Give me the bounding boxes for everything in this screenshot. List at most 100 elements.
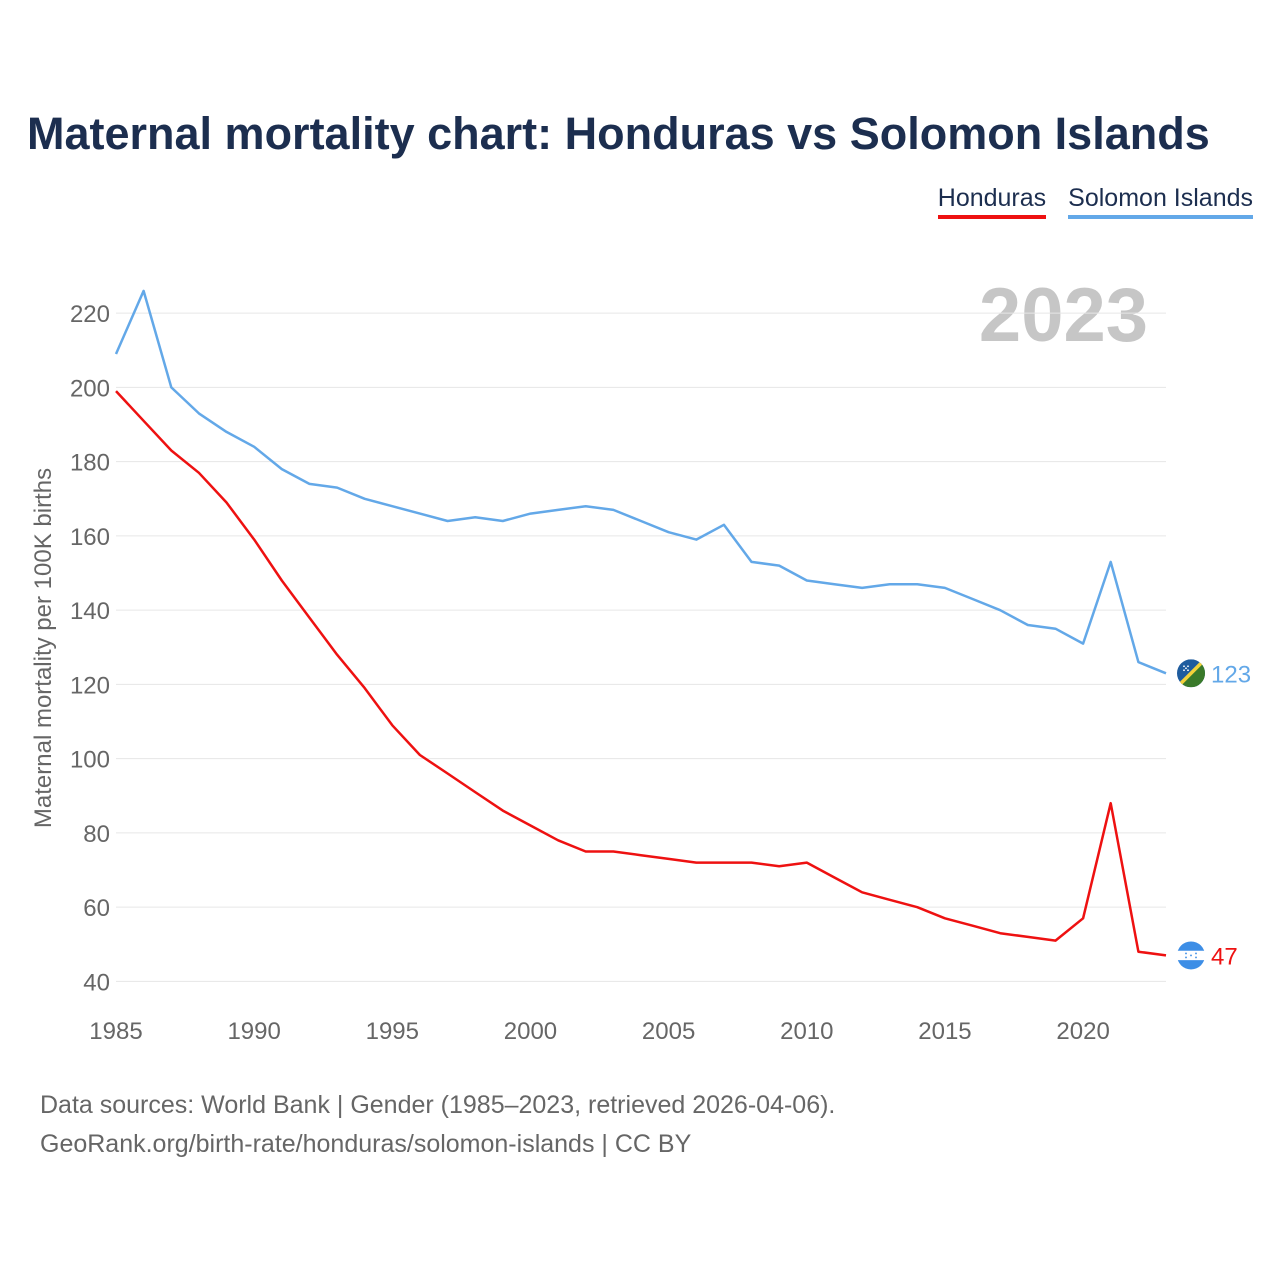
data-point-honduras [806,862,807,863]
data-point-solomon-islands [585,506,586,507]
data-point-solomon-islands [668,532,669,533]
data-point-honduras [585,851,586,852]
honduras-flag-icon[interactable] [1177,941,1205,970]
x-tick-label: 1995 [366,1018,419,1045]
flag-star [1195,956,1197,959]
flag-star [1185,952,1187,955]
end-value-label-solomon-islands: 123 [1211,661,1251,688]
data-point-honduras [1165,955,1166,956]
data-point-honduras [502,810,503,811]
flag-star [1187,665,1189,668]
data-point-solomon-islands [779,565,780,566]
chart-title: Maternal mortality chart: Honduras vs So… [27,108,1210,159]
grid-lines [116,312,1166,982]
data-point-honduras [171,450,172,451]
data-source-note: Data sources: World Bank | Gender (1985–… [40,1091,836,1119]
data-point-honduras [779,866,780,867]
y-tick-label: 200 [70,375,110,402]
y-tick-label: 80 [83,821,110,848]
data-point-solomon-islands [1138,662,1139,663]
data-point-solomon-islands [806,580,807,581]
x-tick-label: 2015 [918,1018,971,1045]
data-point-honduras [944,918,945,919]
data-point-honduras [336,654,337,655]
flag-star [1185,667,1187,670]
data-point-solomon-islands [392,506,393,507]
flag-stripe-top [1177,941,1205,951]
data-point-solomon-islands [613,509,614,510]
data-point-honduras [558,840,559,841]
data-point-solomon-islands [447,520,448,521]
data-point-solomon-islands [889,584,890,585]
data-point-honduras [447,773,448,774]
x-tick-label: 2020 [1056,1018,1109,1045]
flag-star [1183,665,1185,668]
source-url[interactable]: GeoRank.org/birth-rate/honduras/solomon-… [40,1130,692,1158]
data-point-honduras [364,688,365,689]
data-point-solomon-islands [723,524,724,525]
data-point-solomon-islands [1165,673,1166,674]
x-tick-label: 2005 [642,1018,695,1045]
axes: 40 60 80 100 120 140 160 180 200 220 1985 1990 1995 2… [30,301,1110,1045]
y-axis-label: Maternal mortality per 100K births [30,468,57,828]
data-point-solomon-islands [696,539,697,540]
data-point-honduras [834,877,835,878]
data-point-solomon-islands [254,446,255,447]
legend-item-honduras[interactable]: Honduras [937,184,1047,219]
data-point-honduras [226,502,227,503]
data-point-solomon-islands [751,561,752,562]
series [114,289,1167,957]
x-tick-label: 1985 [89,1018,142,1045]
series-line-solomon-islands [114,289,1167,675]
flag-star [1187,669,1189,672]
data-point-honduras [751,862,752,863]
legend: Honduras Solomon Islands [937,184,1253,219]
data-point-honduras [1027,936,1028,937]
x-tick-label: 2000 [504,1018,557,1045]
data-point-solomon-islands [640,520,641,521]
y-tick-label: 180 [70,450,110,477]
data-point-solomon-islands [475,517,476,518]
x-tick-label: 2010 [780,1018,833,1045]
y-tick-label: 40 [83,969,110,996]
data-point-honduras [861,892,862,893]
data-point-solomon-islands [226,431,227,432]
data-point-solomon-islands [364,498,365,499]
data-point-honduras [143,420,144,421]
data-point-honduras [723,862,724,863]
data-point-solomon-islands [1110,561,1111,562]
flag-diagonal [1177,659,1205,688]
flag-star [1190,954,1192,957]
data-point-solomon-islands [861,587,862,588]
data-point-honduras [115,390,116,391]
data-point-solomon-islands [502,520,503,521]
y-tick-label: 140 [70,598,110,625]
legend-item-solomon-islands[interactable]: Solomon Islands [1068,184,1253,219]
data-point-honduras [1000,933,1001,934]
x-tick-label: 1990 [227,1018,280,1045]
data-point-solomon-islands [558,509,559,510]
data-point-honduras [254,539,255,540]
series-line-honduras [115,390,1167,957]
y-tick-label: 220 [70,301,110,328]
end-value-label-honduras: 47 [1211,943,1238,970]
data-point-honduras [198,472,199,473]
data-point-solomon-islands [171,387,172,388]
data-point-honduras [281,580,282,581]
data-point-honduras [392,725,393,726]
data-point-honduras [613,851,614,852]
data-point-solomon-islands [944,587,945,588]
y-tick-label: 100 [70,747,110,774]
data-point-solomon-islands [834,584,835,585]
solomon-islands-flag-icon[interactable] [1177,659,1205,688]
data-point-solomon-islands [198,413,199,414]
data-point-solomon-islands [530,513,531,514]
data-point-honduras [1138,951,1139,952]
data-point-solomon-islands [115,353,116,354]
data-point-honduras [972,925,973,926]
data-point-solomon-islands [917,584,918,585]
data-point-honduras [309,617,310,618]
flag-star [1195,952,1197,955]
data-point-solomon-islands [419,513,420,514]
data-point-solomon-islands [143,290,144,291]
